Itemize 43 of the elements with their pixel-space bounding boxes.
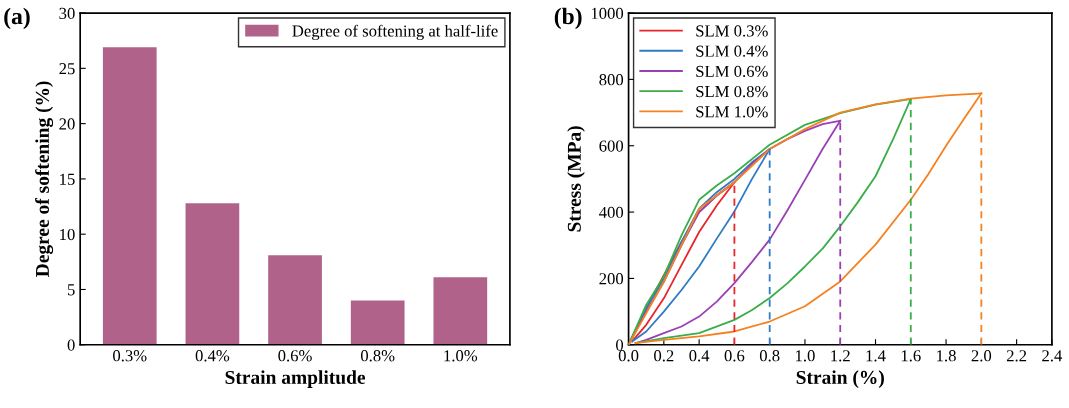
- x-tick-label: 1.0%: [444, 350, 478, 362]
- x-tick-label: 1.6: [901, 350, 921, 362]
- y-tick-label: 10: [60, 228, 75, 241]
- x-tick-label: 0.3%: [113, 350, 147, 362]
- y-axis-title: Stress (MPa): [567, 126, 585, 232]
- y-tick-label: 5: [67, 284, 75, 296]
- y-axis-title: Degree of softening (%): [35, 81, 54, 277]
- y-tick-label: 200: [599, 273, 624, 285]
- x-axis-title: Strain (%): [796, 370, 884, 388]
- chart-title: (a): [4, 7, 30, 30]
- y-tick-label: 0: [616, 339, 624, 351]
- x-axis-title: Strain amplitude: [225, 370, 366, 388]
- legend-label: SLM 0.6%: [696, 65, 768, 78]
- legend-label: SLM 0.3%: [696, 25, 768, 37]
- x-tick-label: 0.6: [724, 350, 745, 362]
- x-tick-label: 1.2: [831, 350, 850, 362]
- x-tick-label: 0.0: [618, 350, 639, 362]
- x-tick-label: 2.2: [1006, 350, 1027, 362]
- y-tick-label: 600: [599, 140, 624, 152]
- x-tick-label: 0.4: [689, 350, 710, 362]
- x-tick-label: 1.0: [796, 350, 815, 362]
- y-tick-label: 25: [59, 63, 75, 75]
- y-tick-label: 1000: [591, 7, 624, 19]
- x-tick-label: 2.4: [1042, 350, 1063, 362]
- y-tick-label: 0: [67, 339, 75, 351]
- x-tick-label: 0.2: [654, 350, 674, 362]
- y-tick-label: 30: [59, 7, 75, 19]
- x-tick-label: 0.8%: [360, 350, 395, 362]
- legend-label: Degree of softening at half-life: [292, 24, 498, 41]
- x-tick-label: 1.4: [866, 350, 886, 362]
- x-tick-label: 2.0: [971, 350, 992, 362]
- legend-label: SLM 1.0%: [696, 106, 768, 118]
- legend-label: SLM 0.4%: [696, 45, 768, 57]
- x-tick-label: 1.8: [937, 350, 956, 362]
- y-tick-label: 400: [599, 206, 624, 219]
- legend-label: SLM 0.8%: [696, 85, 768, 98]
- x-tick-label: 0.4%: [195, 350, 230, 362]
- chart-title: (b): [554, 7, 582, 30]
- y-tick-label: 800: [599, 74, 624, 86]
- x-tick-label: 0.6%: [278, 350, 312, 362]
- y-tick-label: 20: [59, 118, 75, 130]
- x-tick-label: 0.8: [759, 350, 780, 362]
- y-tick-label: 15: [60, 173, 75, 185]
